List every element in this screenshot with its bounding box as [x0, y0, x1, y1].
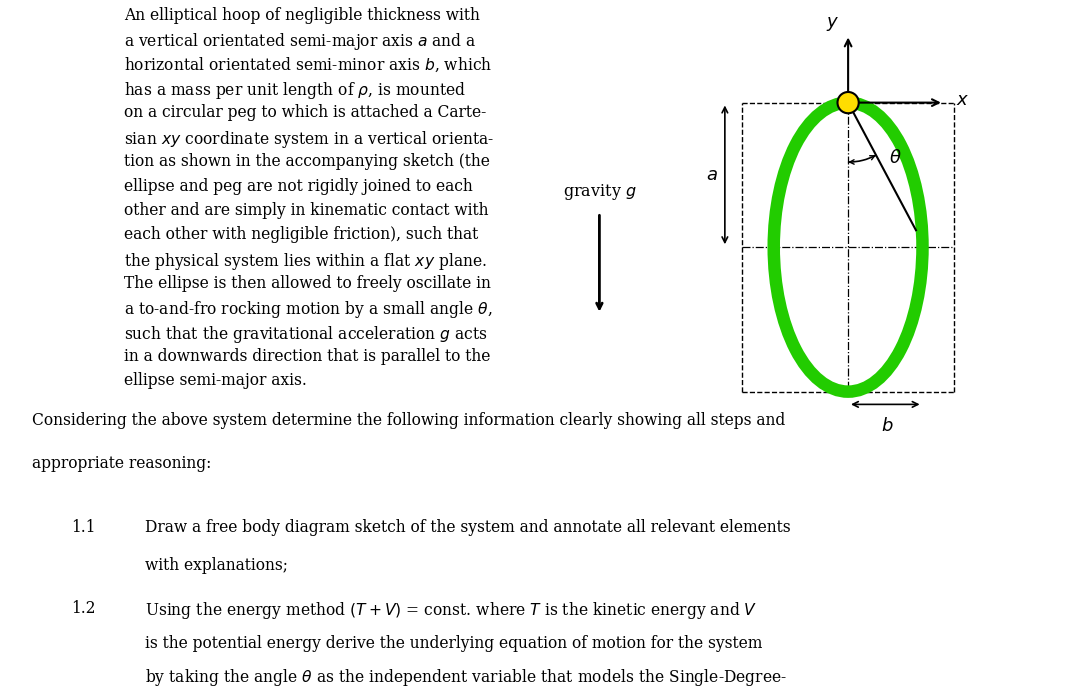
Text: Using the energy method $(T + V)$ = const. where $T$ is the kinetic energy and $: Using the energy method $(T + V)$ = cons…	[145, 600, 758, 621]
Text: horizontal orientated semi-minor axis $b$, which: horizontal orientated semi-minor axis $b…	[124, 56, 492, 74]
Text: Considering the above system determine the following information clearly showing: Considering the above system determine t…	[32, 412, 785, 428]
Text: appropriate reasoning:: appropriate reasoning:	[32, 455, 212, 473]
Text: ellipse and peg are not rigidly joined to each: ellipse and peg are not rigidly joined t…	[124, 178, 473, 194]
Text: in a downwards direction that is parallel to the: in a downwards direction that is paralle…	[124, 348, 490, 365]
Text: $y$: $y$	[826, 15, 839, 33]
Text: 1.1: 1.1	[71, 519, 95, 536]
Text: each other with negligible friction), such that: each other with negligible friction), su…	[124, 226, 478, 243]
Text: An elliptical hoop of negligible thickness with: An elliptical hoop of negligible thickne…	[124, 7, 481, 24]
Text: $\theta$: $\theta$	[889, 149, 901, 167]
Text: ellipse semi-major axis.: ellipse semi-major axis.	[124, 373, 307, 389]
Text: $x$: $x$	[957, 92, 970, 110]
Text: on a circular peg to which is attached a Carte-: on a circular peg to which is attached a…	[124, 104, 486, 122]
Text: by taking the angle $\theta$ as the independent variable that models the Single-: by taking the angle $\theta$ as the inde…	[145, 667, 787, 688]
Text: tion as shown in the accompanying sketch (the: tion as shown in the accompanying sketch…	[124, 153, 490, 170]
Text: a to-and-fro rocking motion by a small angle $\theta$,: a to-and-fro rocking motion by a small a…	[124, 299, 492, 320]
Text: with explanations;: with explanations;	[145, 557, 288, 574]
Text: the physical system lies within a flat $xy$ plane.: the physical system lies within a flat $…	[124, 250, 487, 272]
Text: Draw a free body diagram sketch of the system and annotate all relevant elements: Draw a free body diagram sketch of the s…	[145, 519, 791, 536]
Circle shape	[837, 92, 859, 113]
Text: has a mass per unit length of $\rho$, is mounted: has a mass per unit length of $\rho$, is…	[124, 80, 467, 101]
Text: $b$: $b$	[881, 417, 894, 435]
Text: a vertical orientated semi-major axis $a$ and a: a vertical orientated semi-major axis $a…	[124, 31, 476, 52]
Text: sian $xy$ coordinate system in a vertical orienta-: sian $xy$ coordinate system in a vertica…	[124, 129, 495, 150]
Text: such that the gravitational acceleration $g$ acts: such that the gravitational acceleration…	[124, 324, 488, 345]
Text: is the potential energy derive the underlying equation of motion for the system: is the potential energy derive the under…	[145, 635, 762, 652]
Text: The ellipse is then allowed to freely oscillate in: The ellipse is then allowed to freely os…	[124, 275, 491, 292]
Text: 1.2: 1.2	[71, 600, 95, 617]
Text: gravity $g$: gravity $g$	[563, 182, 636, 202]
Text: $a$: $a$	[706, 166, 718, 184]
Text: other and are simply in kinematic contact with: other and are simply in kinematic contac…	[124, 202, 488, 219]
